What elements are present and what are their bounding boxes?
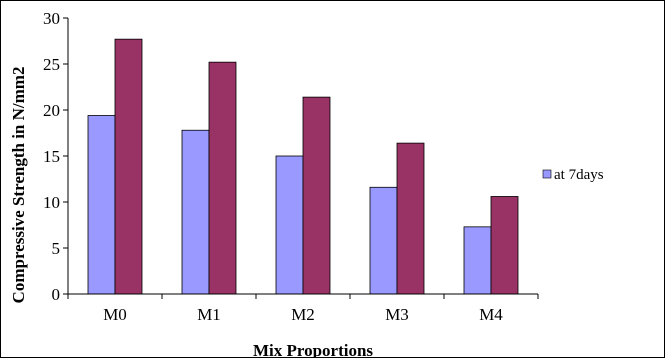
bar-m4-series-2 (490, 196, 519, 295)
bar-m0-series-1 (87, 115, 116, 295)
y-tick-label: 0 (52, 285, 61, 304)
y-tick-label: 10 (43, 193, 60, 212)
x-tick-label-m0: M0 (103, 305, 127, 324)
bar-m0-series-2 (114, 38, 143, 295)
x-axis-title: Mix Proportions (253, 341, 373, 358)
plot-area: 0 5 10 15 20 25 30 M0 M1 M2 M3 M4 (43, 9, 539, 324)
bar-m2-series-2 (302, 96, 331, 295)
x-tick-label-m1: M1 (197, 305, 221, 324)
bar-m1-series-2 (208, 61, 237, 295)
legend-swatch-at-7days (542, 169, 552, 179)
y-tick-label: 20 (43, 101, 60, 120)
x-tick-label-m3: M3 (385, 305, 409, 324)
bar-m3-series-1 (369, 186, 398, 295)
bar-m4-series-1 (463, 226, 492, 295)
y-tick-label: 25 (43, 55, 60, 74)
y-tick-label: 5 (52, 239, 61, 258)
y-axis-title: Compressive Strength in N/mm2 (9, 67, 28, 304)
bar-m1-series-1 (181, 129, 210, 295)
bar-m3-series-2 (396, 142, 425, 295)
x-tick-label-m2: M2 (291, 305, 315, 324)
y-tick-label: 30 (43, 9, 60, 28)
legend: at 7days (542, 167, 604, 183)
legend-label-at-7days: at 7days (554, 167, 604, 183)
bar-m2-series-1 (275, 155, 304, 295)
x-tick-label-m4: M4 (479, 305, 503, 324)
y-tick-label: 15 (43, 147, 60, 166)
